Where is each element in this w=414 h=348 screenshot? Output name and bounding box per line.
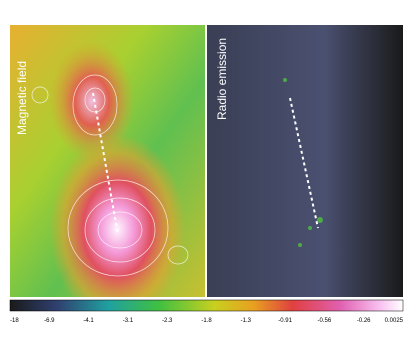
radio-map (207, 25, 403, 297)
colorbar-tick-label: -2.3 (162, 318, 173, 324)
trajectory (289, 97, 319, 229)
panel-label: Magnetic field (15, 61, 29, 135)
colorbar-tick-label: -18 (10, 318, 19, 324)
hotspot (10, 25, 205, 297)
emission-spots (283, 78, 323, 247)
colorbar-tick-label: -3.1 (123, 318, 134, 324)
contours (31, 74, 189, 277)
colorbar (9, 299, 404, 312)
colorbar-tick-label: -1.3 (241, 318, 252, 324)
colorbar-tick-label: -1.8 (201, 318, 212, 324)
right-panel: Radio emission (207, 25, 403, 297)
colorbar-tick-label: -4.1 (83, 318, 94, 324)
left-panel: Magnetic field (10, 25, 205, 297)
panel-label: Radio emission (215, 38, 229, 120)
colorbar-tick-label: -0.91 (278, 318, 292, 324)
colorbar-tick-label: -6.9 (44, 318, 55, 324)
colorbar-ticks: -18 -6.9 -4.1 -3.1 -2.3 -1.8 -1.3 -0.91 -0.56 -0.… (10, 318, 404, 324)
colorbar-tick-label: -0.26 (357, 318, 371, 324)
trajectory (92, 92, 119, 236)
colorbar-tick-label: 0.0025 (385, 318, 404, 324)
colorbar-tick-label: -0.56 (318, 318, 332, 324)
